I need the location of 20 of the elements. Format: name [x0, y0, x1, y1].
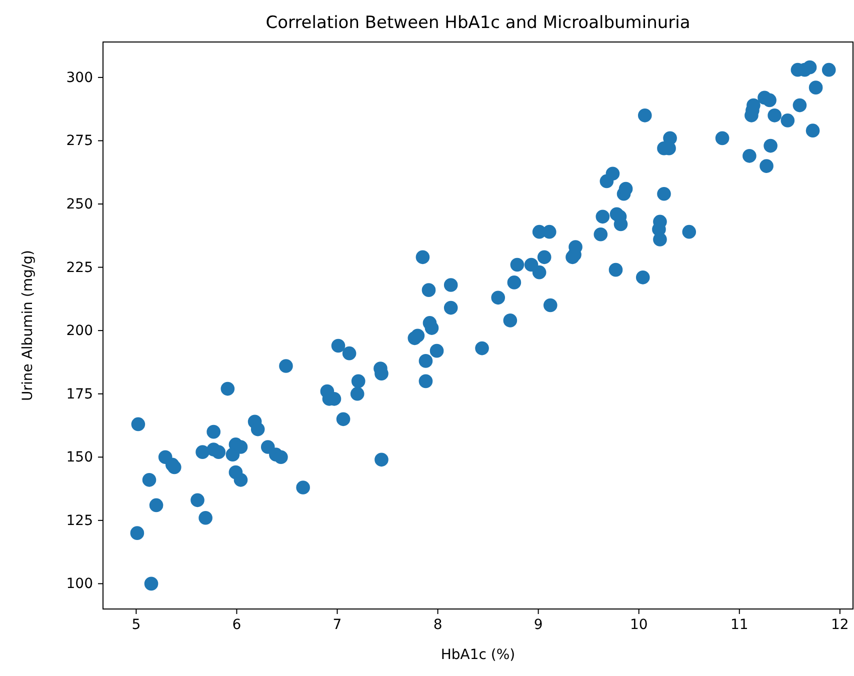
- chart-title: Correlation Between HbA1c and Microalbuminuria: [266, 13, 690, 33]
- y-axis-title: Urine Albumin (mg/g): [20, 250, 36, 401]
- x-tick-label: 8: [433, 616, 442, 633]
- y-tick-label: 275: [66, 133, 93, 150]
- x-tick-label: 6: [232, 616, 242, 633]
- x-axis-title: HbA1c (%): [440, 647, 516, 663]
- x-tick-label: 5: [132, 616, 141, 633]
- y-tick-label: 150: [66, 450, 93, 466]
- x-tick-label: 9: [534, 616, 543, 633]
- y-tick-label: 175: [66, 386, 93, 402]
- y-tick-label: 200: [66, 323, 93, 340]
- y-tick-label: 225: [66, 260, 93, 276]
- x-tick-label: 12: [831, 616, 849, 633]
- x-tick-label: 7: [332, 616, 342, 633]
- x-tick-label: 11: [730, 616, 748, 633]
- y-tick-label: 125: [66, 512, 93, 529]
- y-tick-label: 250: [66, 196, 93, 212]
- y-tick-label: 100: [66, 576, 93, 592]
- y-tick-label: 300: [66, 70, 93, 86]
- x-tick-label: 10: [630, 616, 648, 633]
